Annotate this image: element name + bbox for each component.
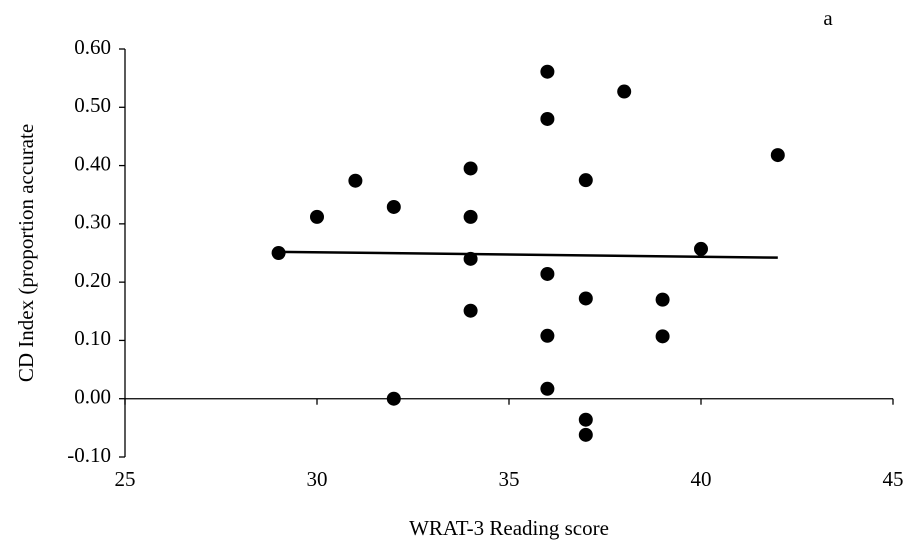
point (386, 199, 401, 214)
x-tick-label: 40 (691, 467, 712, 491)
y-tick-label: -0.10 (67, 443, 111, 467)
y-tick-label: 0.60 (74, 35, 111, 59)
point (348, 173, 363, 188)
y-tick-label: 0.00 (74, 385, 111, 409)
point (463, 209, 478, 224)
x-axis-label: WRAT-3 Reading score (409, 516, 609, 540)
annotation: a (823, 6, 833, 30)
y-tick-label: 0.20 (74, 268, 111, 292)
point (770, 148, 785, 163)
y-axis-label: CD Index (proportion accurate (14, 124, 38, 382)
point (578, 427, 593, 442)
point (540, 381, 555, 396)
point (463, 251, 478, 266)
point (310, 209, 324, 224)
point (540, 111, 555, 126)
y-tick-label: 0.40 (74, 151, 111, 175)
point (694, 241, 708, 256)
trend-line (278, 250, 778, 259)
point (386, 391, 401, 406)
point (540, 266, 555, 281)
x-tick-label: 45 (883, 467, 904, 491)
point (578, 291, 593, 306)
point (271, 246, 286, 260)
x-tick-label: 35 (499, 467, 520, 491)
y-tick-label: 0.50 (74, 93, 111, 117)
x-tick-label: 25 (115, 467, 136, 491)
point (463, 161, 478, 176)
x-tick-label: 30 (307, 467, 328, 491)
point (578, 173, 593, 188)
point (540, 328, 555, 343)
y-tick-label: 0.30 (74, 210, 111, 234)
point (578, 412, 593, 427)
point (463, 303, 478, 318)
y-tick-label: 0.10 (74, 326, 111, 350)
point (617, 84, 632, 99)
point (655, 292, 670, 307)
point (540, 64, 555, 79)
point (655, 329, 670, 344)
